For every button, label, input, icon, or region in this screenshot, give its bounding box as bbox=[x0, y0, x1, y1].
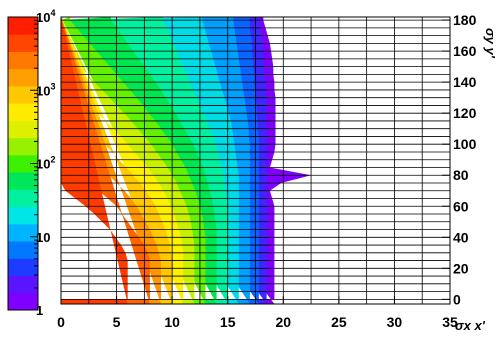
y-tick-label: 120 bbox=[453, 105, 477, 121]
y-tick-label: 80 bbox=[453, 167, 469, 183]
y-tick-label: 140 bbox=[453, 74, 477, 90]
colorbar-segment bbox=[8, 51, 38, 70]
x-axis-label: σx x' bbox=[455, 318, 486, 333]
colorbar-segment bbox=[8, 172, 38, 190]
x-tick-label: 15 bbox=[220, 314, 236, 330]
y-tick-label: 20 bbox=[453, 260, 469, 276]
plot-frame bbox=[60, 16, 451, 305]
x-tick-label: 5 bbox=[113, 314, 121, 330]
colorbar-tick-label: 10 bbox=[36, 230, 50, 245]
y-tick-label: 0 bbox=[453, 291, 461, 307]
x-axis-ticks: 0 5 10 15 20 25 30 35 bbox=[57, 296, 458, 330]
x-tick-label: 10 bbox=[164, 314, 180, 330]
x-tick-label: 20 bbox=[275, 314, 291, 330]
colorbar-segment bbox=[8, 154, 38, 173]
colorbar-tick-label: 103 bbox=[36, 81, 55, 98]
colorbar-segment bbox=[8, 17, 38, 35]
contour-level bbox=[61, 17, 128, 304]
contour-level bbox=[61, 17, 161, 304]
y-tick-label: 40 bbox=[453, 229, 469, 245]
colorbar bbox=[7, 16, 39, 311]
colorbar-segment bbox=[8, 120, 38, 139]
x-tick-label: 0 bbox=[57, 314, 65, 330]
colorbar-segment bbox=[8, 206, 38, 225]
grid bbox=[61, 17, 450, 304]
colorbar-segment bbox=[8, 223, 38, 242]
y-tick-label: 100 bbox=[453, 136, 477, 152]
colorbar-segment bbox=[8, 292, 38, 311]
colorbar-segment bbox=[8, 103, 38, 121]
colorbar-segment bbox=[8, 137, 38, 156]
colorbar-segment bbox=[8, 189, 38, 208]
y-axis-ticks: 0 20 40 60 80 100 120 140 160 180 bbox=[442, 12, 477, 307]
x-tick-label: 25 bbox=[331, 314, 347, 330]
y-tick-label: 180 bbox=[453, 12, 477, 28]
x-tick-label: 30 bbox=[387, 314, 403, 330]
colorbar-segment bbox=[8, 241, 38, 259]
contour-level bbox=[61, 17, 150, 304]
y-tick-label: 160 bbox=[453, 43, 477, 59]
colorbar-tick-label: 1 bbox=[36, 303, 43, 318]
x-tick-label: 35 bbox=[442, 314, 458, 330]
colorbar-segment bbox=[8, 68, 38, 87]
colorbar-segment bbox=[8, 34, 38, 52]
contour-fills bbox=[61, 17, 312, 304]
colorbar-segment bbox=[8, 275, 38, 294]
y-axis-label: σy y' bbox=[483, 28, 496, 59]
colorbar-segment bbox=[8, 258, 38, 277]
colorbar-tick-label: 104 bbox=[36, 8, 55, 25]
colorbar-tick-label: 102 bbox=[36, 155, 55, 172]
colorbar-segment bbox=[8, 85, 38, 104]
y-tick-label: 60 bbox=[453, 198, 469, 214]
